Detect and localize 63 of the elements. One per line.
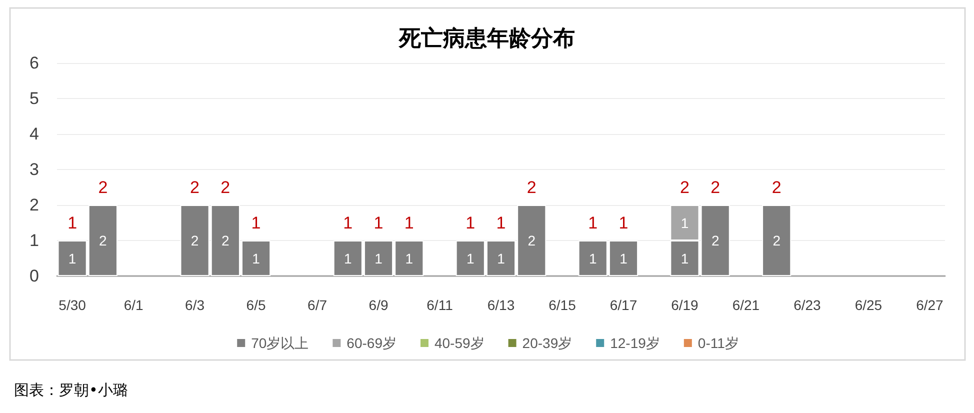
data-label: 2 bbox=[190, 232, 199, 248]
total-label: 2 bbox=[220, 178, 230, 197]
total-label: 2 bbox=[526, 178, 536, 197]
x-tick-label: 6/3 bbox=[185, 297, 205, 313]
x-tick-label: 6/11 bbox=[426, 297, 454, 313]
legend-label: 40-59岁 bbox=[434, 335, 484, 351]
x-tick-label: 6/19 bbox=[671, 297, 699, 313]
total-label: 1 bbox=[68, 214, 78, 232]
data-label: 1 bbox=[680, 250, 689, 266]
y-tick-label: 3 bbox=[30, 160, 39, 179]
legend-label: 20-39岁 bbox=[522, 335, 572, 351]
x-tick-label: 6/17 bbox=[610, 297, 638, 313]
total-label: 1 bbox=[588, 214, 598, 232]
data-label: 1 bbox=[588, 250, 597, 266]
data-label: 1 bbox=[620, 250, 628, 266]
x-tick-label: 6/7 bbox=[308, 297, 328, 313]
total-label: 1 bbox=[251, 214, 261, 232]
total-label: 2 bbox=[190, 178, 200, 197]
total-label: 1 bbox=[343, 214, 353, 232]
data-label: 2 bbox=[711, 232, 720, 248]
total-label: 2 bbox=[710, 178, 720, 197]
x-tick-label: 6/25 bbox=[854, 297, 882, 313]
chart-title: 死亡病患年龄分布 bbox=[398, 26, 575, 50]
y-tick-label: 0 bbox=[30, 266, 39, 286]
legend-label: 60-69岁 bbox=[346, 335, 396, 351]
y-tick-label: 4 bbox=[30, 124, 39, 144]
data-label: 1 bbox=[466, 250, 474, 266]
total-label: 2 bbox=[772, 178, 782, 197]
x-tick-label: 5/30 bbox=[58, 297, 86, 313]
legend-label: 0-11岁 bbox=[698, 335, 739, 351]
x-tick-label: 6/23 bbox=[794, 297, 822, 313]
text: 图表：罗朝•小璐 bbox=[14, 381, 128, 399]
x-tick-label: 6/21 bbox=[732, 297, 760, 313]
x-tick-label: 6/1 bbox=[124, 297, 144, 313]
x-tick-label: 6/5 bbox=[246, 297, 266, 313]
legend-label: 70岁以上 bbox=[251, 335, 309, 351]
data-label: 1 bbox=[68, 250, 76, 266]
data-label: 1 bbox=[405, 250, 414, 266]
data-label: 2 bbox=[222, 232, 230, 248]
y-tick-label: 1 bbox=[30, 231, 39, 250]
total-label: 1 bbox=[466, 214, 476, 232]
data-label: 1 bbox=[374, 250, 383, 266]
x-tick-label: 6/27 bbox=[916, 297, 944, 313]
data-label: 1 bbox=[680, 214, 689, 231]
data-label: 2 bbox=[99, 232, 108, 248]
total-label: 1 bbox=[618, 214, 628, 232]
data-label: 2 bbox=[772, 232, 781, 248]
total-label: 1 bbox=[496, 214, 506, 232]
data-label: 1 bbox=[344, 250, 352, 266]
total-label: 2 bbox=[98, 178, 108, 197]
data-label: 2 bbox=[528, 232, 536, 248]
x-tick-label: 6/15 bbox=[548, 297, 576, 313]
data-label: 1 bbox=[252, 250, 260, 266]
y-tick-label: 5 bbox=[30, 89, 39, 108]
y-tick-label: 6 bbox=[30, 54, 39, 72]
y-tick-label: 2 bbox=[30, 196, 39, 214]
x-tick-label: 6/13 bbox=[487, 297, 515, 313]
total-label: 2 bbox=[680, 178, 690, 197]
legend-label: 12-19岁 bbox=[610, 335, 660, 351]
data-label: 1 bbox=[497, 250, 506, 266]
x-tick-label: 6/9 bbox=[368, 297, 388, 313]
total-label: 1 bbox=[404, 214, 414, 232]
total-label: 1 bbox=[374, 214, 384, 232]
